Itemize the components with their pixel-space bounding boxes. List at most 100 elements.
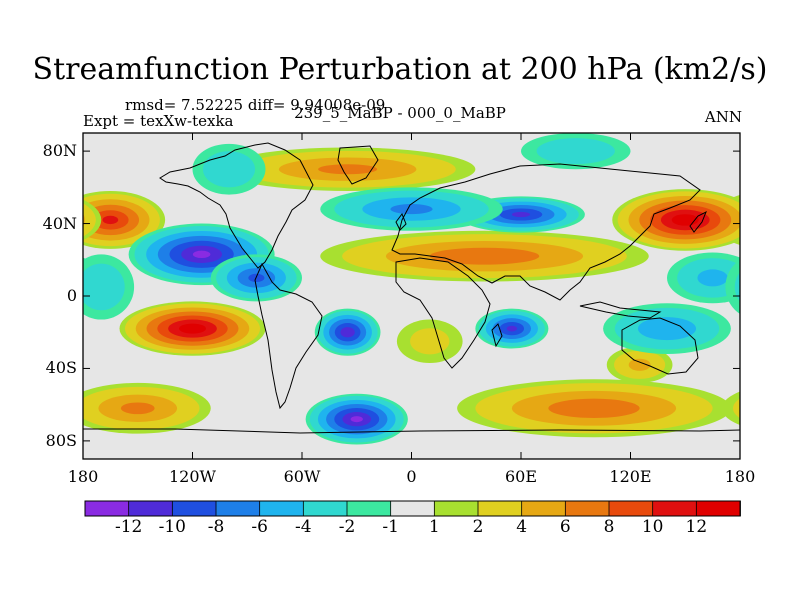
colorbar-label: -10 [158,517,187,537]
coastline-antarctica [83,428,740,434]
contour-level [697,269,728,287]
x-tick-label: 60E [504,467,538,486]
contour-level-wrap [755,395,800,422]
x-tick-label: 180 [67,467,99,486]
y-tick-label: 40S [45,358,77,378]
contour-level [390,204,433,215]
anomaly-9 [128,223,275,286]
colorbar-box [390,500,436,517]
colorbar-label: 12 [685,517,708,537]
anomaly-2 [219,147,476,191]
coastline-uk [395,212,407,231]
contour-level [429,247,540,265]
y-tick-label: 40N [42,213,77,233]
colorbar-box [608,500,654,517]
anomaly-5 [83,382,800,434]
contour-level [102,215,119,225]
colorbar-label: -4 [295,517,312,537]
coastline-greenland [337,145,379,185]
colorbar-box [346,500,392,517]
contour-level-wrap [760,216,776,224]
anomaly-6 [457,379,731,438]
anomaly-15 [320,187,503,231]
colorbar-label: -1 [382,517,399,537]
coastline-madagascar [491,323,503,348]
anomaly-16 [603,303,731,354]
colorbar-box [215,500,261,517]
contour-field [15,133,800,459]
colorbar-label: -6 [251,517,268,537]
contour-level [318,164,378,175]
anomaly-3 [320,230,649,282]
chart-title: Streamfunction Perturbation at 200 hPa (… [32,52,768,87]
x-tick-label: 0 [406,467,417,486]
contour-level-wrap [734,272,740,302]
contour-level [192,250,211,259]
anomaly-11 [314,308,381,356]
contour-level [178,323,207,334]
coastline-japan [689,210,707,233]
contour-level [511,211,531,218]
anomaly-12 [475,308,549,349]
colorbar-box [302,500,348,517]
coastline-north-america [159,142,314,269]
contour-level-wrap [749,210,786,229]
coastline-australia [621,317,699,375]
contour-level-wrap [725,259,740,315]
colorbar-box [564,500,610,517]
colorbar-label: 4 [516,517,528,537]
x-tick-label: 120W [169,467,216,486]
contour-level [120,402,155,415]
colorbar-label: 10 [641,517,664,537]
contour-level [637,317,697,341]
contour-level [350,416,363,423]
colorbar-box [652,500,698,517]
coastlines [83,142,740,434]
axis-ticks [82,133,741,459]
contour-level-wrap [738,215,740,225]
experiment-label: Expt = texXw-texka [83,112,234,130]
coastline-indonesia [579,301,662,319]
coastline-south-america [254,262,323,410]
anomaly-13 [305,393,408,445]
colorbar-box [259,500,305,517]
contour-level-wrap [15,214,42,225]
contour-level [83,263,125,311]
colorbar-label: -8 [207,517,225,537]
y-tick-label: 0 [66,286,77,305]
contour-level [628,358,651,371]
contour-level [536,138,615,165]
colorbar-label: 6 [559,517,571,537]
colorbar-box [521,500,567,517]
colorbar-label: 1 [428,517,440,537]
contour-level [410,328,450,355]
contour-level-wrap [40,269,70,286]
contour-level [506,325,518,332]
contour-level-wrap [732,398,740,419]
anomaly-8 [396,319,463,364]
coastline-africa [395,257,491,369]
colorbar-box [171,500,217,517]
coastline-eurasia [391,163,701,301]
colorbar-label: 2 [472,517,484,537]
colorbar-box [128,500,174,517]
colorbar [84,500,741,517]
contour-level-wrap [778,402,800,414]
colorbar-box [84,500,130,517]
contour-level-wrap [83,203,96,237]
colorbar-label: 8 [603,517,615,537]
colorbar-label: -12 [114,517,143,537]
case-label: 239_5_MaBP - 000_0_MaBP [294,104,506,122]
contour-level [548,398,640,418]
anomaly-20 [521,133,631,170]
anomaly-7 [606,346,673,383]
colorbar-box [695,500,741,517]
x-tick-label: 180 [724,467,756,486]
colorbar-box [433,500,479,517]
y-tick-label: 80N [42,141,77,161]
anomaly-1 [15,189,740,251]
season-label: ANN [704,108,742,126]
colorbar-box [477,500,523,517]
colorbar-frame [84,500,741,517]
